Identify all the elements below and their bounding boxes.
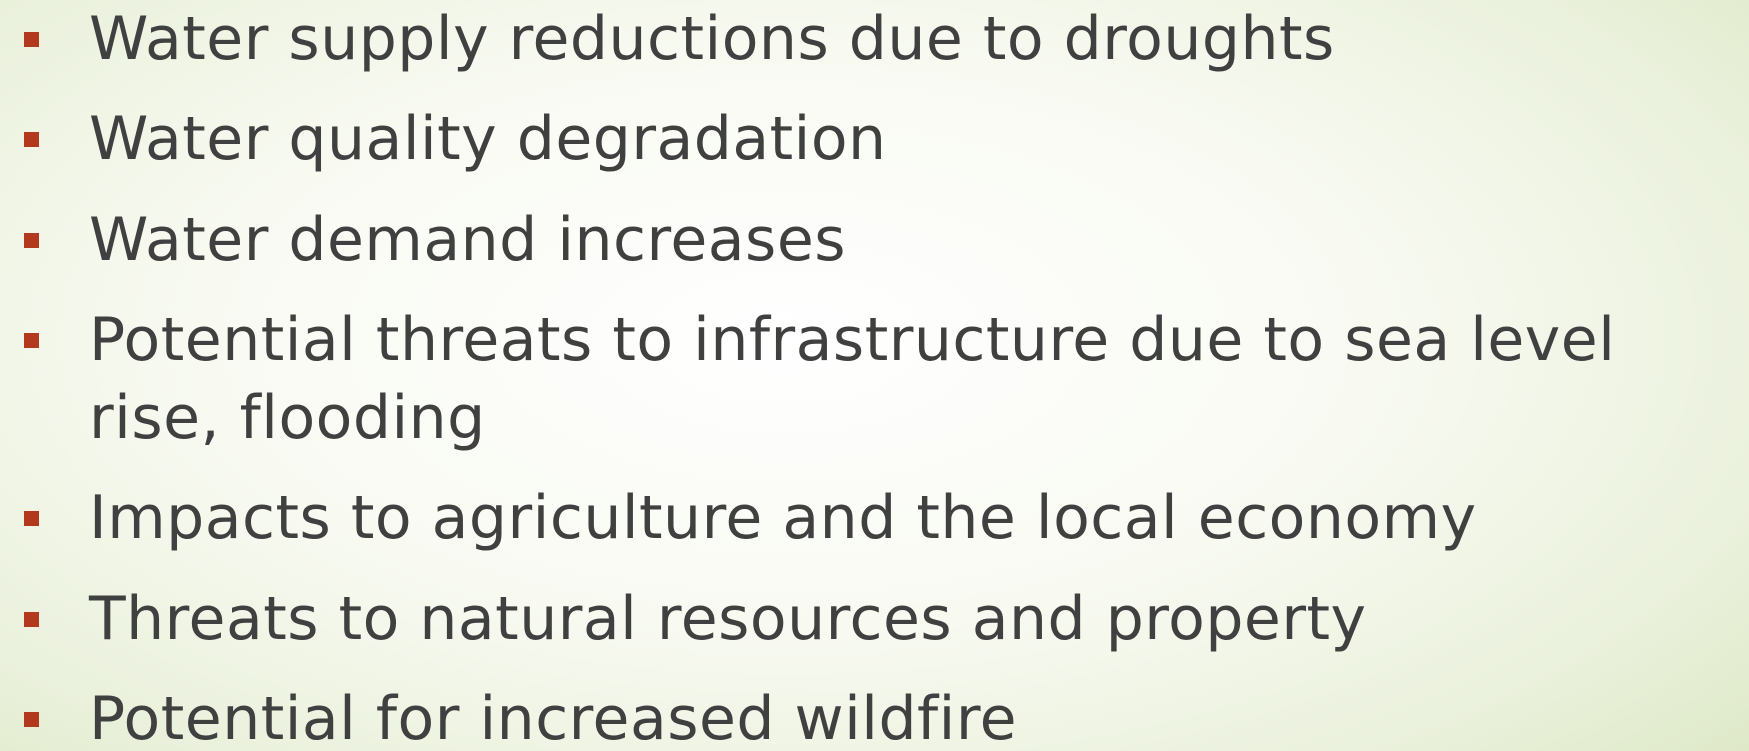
bullet-text: Water quality degradation [89,104,887,174]
bullet-marker [24,612,39,627]
bullet-text: Potential for increased wildfire [89,684,1018,751]
bullet-marker [24,132,39,147]
bullet-marker [24,511,39,526]
bullet-text: Water supply reductions due to droughts [89,4,1335,74]
bullet-marker [24,712,39,727]
bullet-marker [24,32,39,47]
bullet-marker [24,333,39,348]
bullet-text: Threats to natural resources and propert… [89,584,1367,654]
bullet-text: Water demand increases [89,205,846,275]
bullet-text: Potential threats to infrastructure due … [89,305,1616,453]
bullet-marker [24,233,39,248]
bullet-text: Impacts to agriculture and the local eco… [89,483,1477,553]
